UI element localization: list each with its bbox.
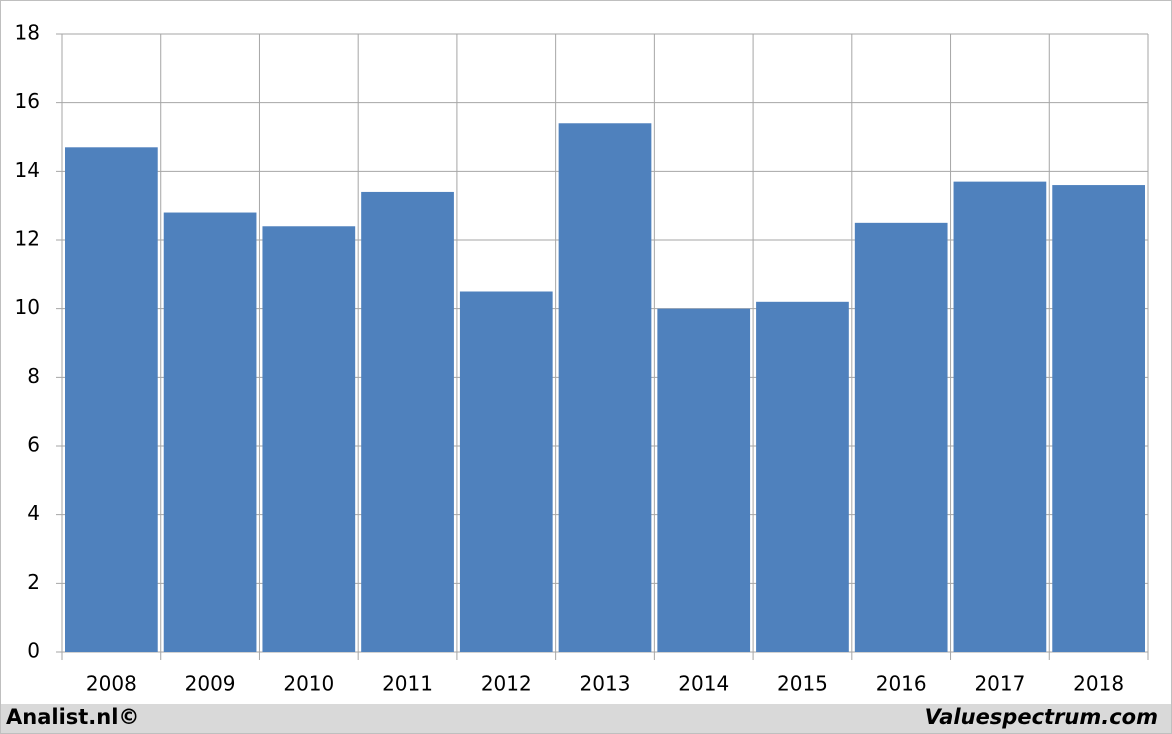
x-tick-label: 2014	[678, 672, 729, 696]
y-tick-label: 12	[15, 227, 40, 251]
bar	[361, 191, 454, 652]
y-tick-label: 6	[27, 433, 40, 457]
footer-left: Analist.nl©	[6, 705, 139, 729]
bar	[163, 212, 257, 653]
bar	[262, 226, 356, 652]
x-tick-label: 2011	[382, 672, 433, 696]
y-tick-label: 0	[27, 639, 40, 663]
y-tick-label: 18	[15, 21, 40, 45]
x-tick-label: 2012	[481, 672, 532, 696]
x-tick-label: 2009	[185, 672, 236, 696]
bar	[1052, 185, 1145, 653]
bar	[953, 181, 1047, 652]
y-tick-label: 10	[15, 295, 40, 319]
x-tick-label: 2017	[974, 672, 1025, 696]
x-tick-label: 2013	[580, 672, 631, 696]
footer-band	[1, 704, 1171, 733]
y-tick-label: 2	[27, 570, 40, 594]
footer-right: Valuespectrum.com	[925, 705, 1158, 729]
x-tick-label: 2018	[1073, 672, 1124, 696]
x-tick-label: 2016	[876, 672, 927, 696]
x-tick-label: 2008	[86, 672, 137, 696]
bar	[756, 301, 849, 652]
bar	[459, 291, 553, 652]
x-tick-label: 2010	[283, 672, 334, 696]
y-tick-label: 16	[15, 89, 40, 113]
y-tick-label: 8	[27, 364, 40, 388]
y-tick-label: 14	[15, 158, 40, 182]
bar	[854, 222, 948, 653]
bar	[65, 147, 158, 653]
bar	[558, 123, 652, 653]
x-tick-label: 2015	[777, 672, 828, 696]
bar	[657, 308, 751, 652]
y-tick-label: 4	[27, 501, 40, 525]
